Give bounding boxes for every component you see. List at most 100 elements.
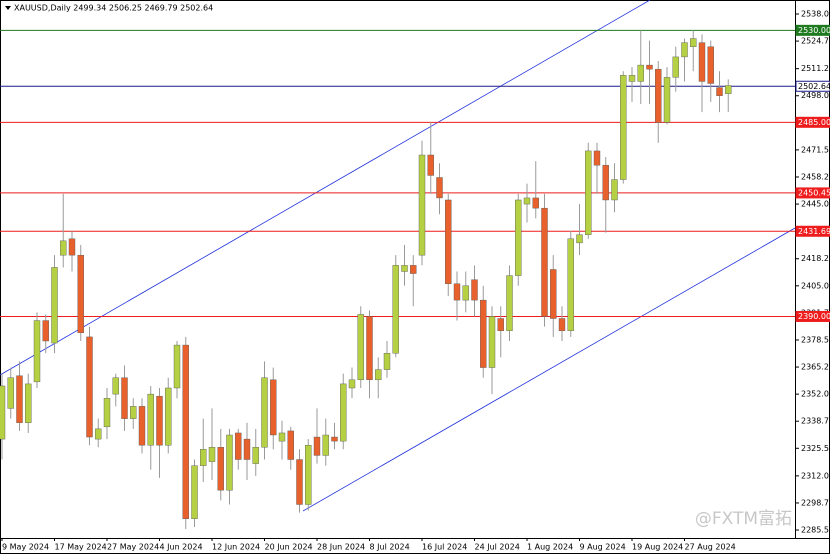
chart-title: XAUUSD,Daily 2499.34 2506.25 2469.79 250… xyxy=(14,4,213,13)
candle-body xyxy=(602,165,609,201)
candle-body xyxy=(200,449,207,466)
y-tick-label: 2285.50 xyxy=(801,526,830,535)
candle-body xyxy=(270,379,277,436)
level-label-box xyxy=(795,116,830,128)
candle-body xyxy=(165,387,172,446)
candle-body xyxy=(287,430,294,460)
candle-body xyxy=(147,393,154,446)
candle-body xyxy=(121,377,128,419)
candle-body xyxy=(7,377,14,409)
x-tick-label: 17 May 2024 xyxy=(55,543,107,552)
candle-body xyxy=(681,42,688,58)
level-layer xyxy=(0,29,795,317)
candle-body xyxy=(278,432,286,442)
candle-body xyxy=(191,465,198,519)
watermark: @FXTM富拓 xyxy=(695,509,792,529)
y-tick-label: 2524.75 xyxy=(801,37,830,46)
candle-body xyxy=(366,316,373,381)
candle-body xyxy=(523,197,531,205)
candle-body xyxy=(313,436,321,456)
candle-body xyxy=(51,267,58,344)
candle-layer xyxy=(0,30,732,530)
candle-body xyxy=(690,38,697,47)
candle-body xyxy=(637,64,644,82)
candle-body xyxy=(95,428,102,440)
candle-body xyxy=(497,318,504,331)
candle-body xyxy=(593,150,601,166)
y-tick-label: 2298.75 xyxy=(801,498,830,507)
candle-body xyxy=(453,283,461,301)
level-label: 2450.45 xyxy=(798,188,830,197)
candle-body xyxy=(173,344,181,389)
level-label: 2530.00 xyxy=(798,26,830,35)
candle-body xyxy=(296,459,303,505)
candle-body xyxy=(410,265,417,274)
candle-body xyxy=(672,56,679,78)
x-tick-label: 1 Aug 2024 xyxy=(527,543,573,552)
menu-arrow[interactable] xyxy=(5,6,11,10)
x-tick-label: 24 Jul 2024 xyxy=(475,543,520,552)
candle-body xyxy=(375,369,382,381)
level-label: 2431.69 xyxy=(798,227,830,236)
candle-body xyxy=(506,275,513,331)
candle-body xyxy=(401,265,408,272)
candle-body xyxy=(488,316,496,368)
candle-body xyxy=(567,238,574,331)
label-layer: 2538.002524.752511.252498.002484.502471.… xyxy=(1,9,830,552)
candle-body xyxy=(33,320,41,383)
candle-body xyxy=(305,445,312,505)
x-tick-label: 19 Aug 2024 xyxy=(632,543,683,552)
candle-body xyxy=(217,447,224,491)
y-tick-label: 2378.50 xyxy=(801,335,830,344)
candle-body xyxy=(576,234,583,244)
trend-channel-lower xyxy=(302,227,796,512)
level-label-box xyxy=(795,187,830,199)
candle-body xyxy=(226,434,233,491)
level-label-box xyxy=(795,80,830,92)
candle-body xyxy=(112,377,119,395)
candle-body xyxy=(383,353,391,370)
y-tick-label: 2405.00 xyxy=(801,281,830,290)
y-tick-label: 2445.00 xyxy=(801,200,830,209)
candle-body xyxy=(25,383,32,423)
candle-body xyxy=(471,279,478,301)
y-tick-label: 2511.25 xyxy=(801,64,830,73)
candle-body xyxy=(16,375,23,423)
candle-body xyxy=(340,383,347,442)
y-tick-label: 2458.25 xyxy=(801,172,830,181)
candle-body xyxy=(392,265,399,354)
candle-body xyxy=(77,254,84,334)
candle-body xyxy=(462,285,469,301)
candle-body xyxy=(427,154,434,176)
level-label: 2485.00 xyxy=(798,118,830,127)
candle-body xyxy=(532,197,539,209)
candle-body xyxy=(86,336,93,438)
level-label-box xyxy=(795,225,830,237)
candle-body xyxy=(418,154,426,256)
candle-body xyxy=(620,75,627,180)
x-tick-label: 28 Jun 2024 xyxy=(317,543,365,552)
candle-body xyxy=(138,406,146,446)
candle-body xyxy=(42,320,49,342)
x-tick-label: 9 Aug 2024 xyxy=(580,543,626,552)
candle-body xyxy=(261,377,268,448)
candle-body xyxy=(628,75,636,82)
candle-body xyxy=(707,46,714,84)
level-label-box xyxy=(795,310,830,322)
y-tick-label: 2538.00 xyxy=(801,9,830,18)
candle-body xyxy=(208,447,216,462)
candle-body xyxy=(646,64,653,70)
level-label: 2502.64 xyxy=(798,82,830,91)
y-tick-label: 2498.00 xyxy=(801,91,830,100)
candle-body xyxy=(0,385,6,440)
y-tick-label: 2312.00 xyxy=(801,471,830,480)
x-tick-label: 9 May 2024 xyxy=(2,543,49,552)
candle-body xyxy=(322,434,329,456)
candle-body xyxy=(585,150,592,235)
candle-body xyxy=(550,269,557,319)
candle-body xyxy=(357,314,364,381)
candle-body xyxy=(558,318,566,331)
level-label-box xyxy=(795,24,830,36)
candle-body xyxy=(252,447,259,464)
